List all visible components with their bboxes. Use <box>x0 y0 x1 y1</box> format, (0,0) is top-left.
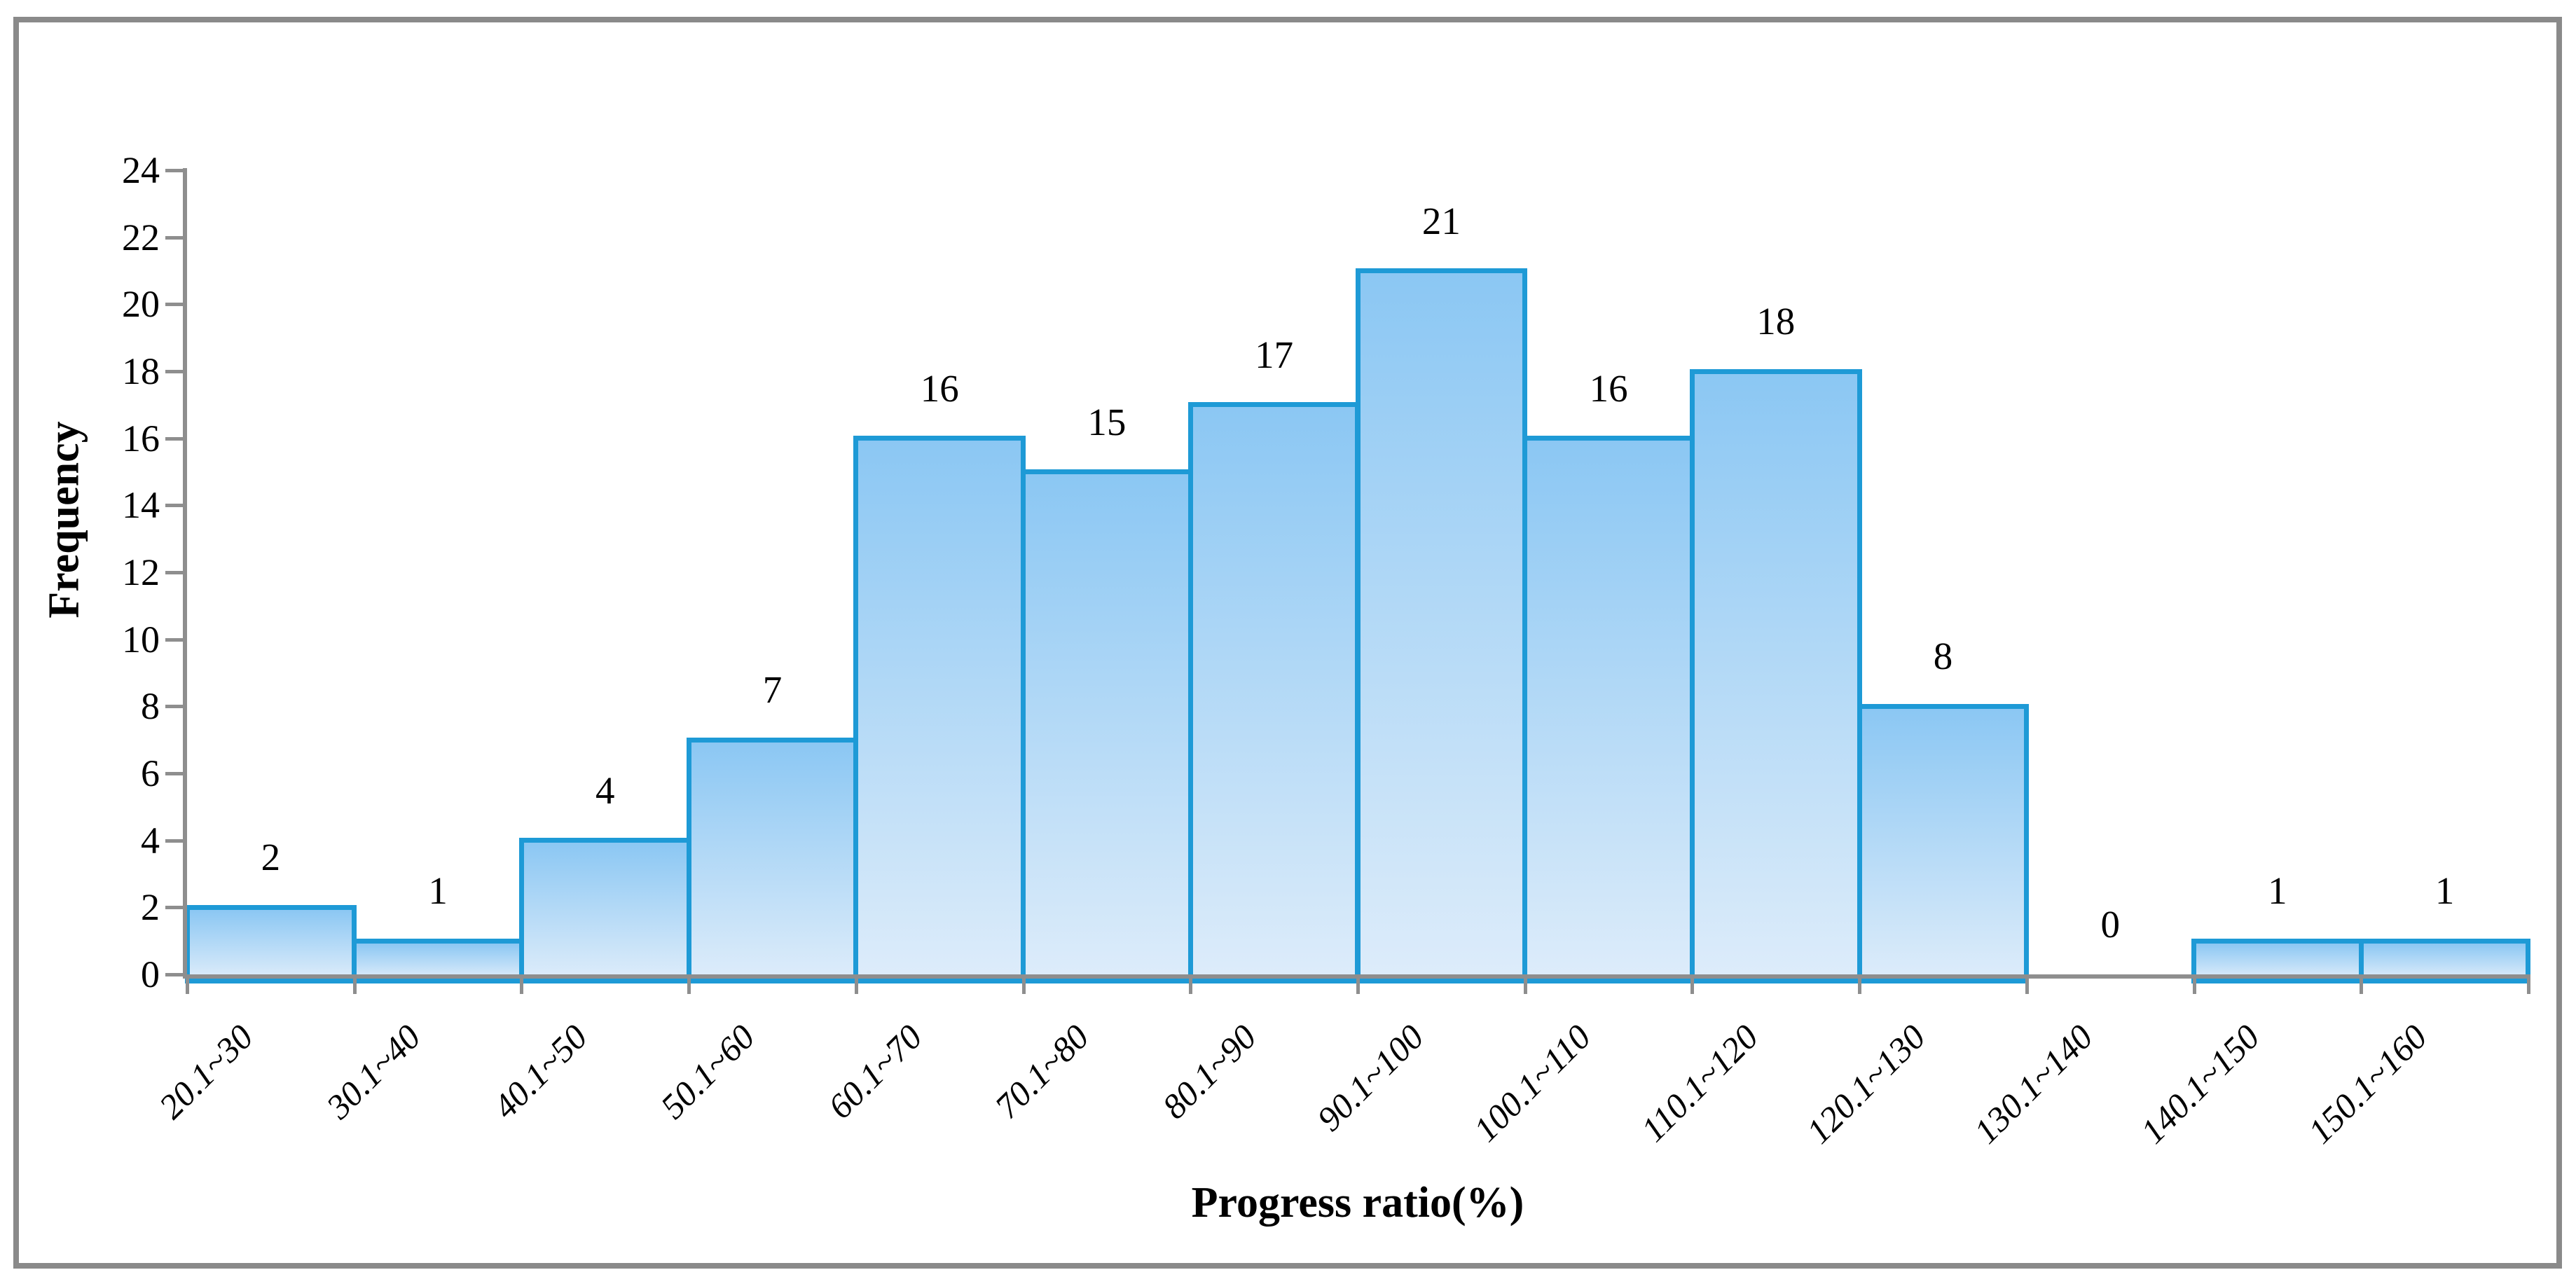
bar-data-label: 4 <box>595 768 615 812</box>
bar <box>686 737 859 983</box>
figure-border <box>13 17 2562 1269</box>
bar <box>1522 436 1695 983</box>
bar-data-label: 21 <box>1421 199 1461 242</box>
x-tick <box>1021 974 1026 994</box>
y-tick-label: 4 <box>141 819 160 862</box>
bar <box>1689 368 1862 983</box>
y-tick <box>165 303 183 307</box>
x-tick <box>1189 974 1193 994</box>
bar <box>1021 469 1193 983</box>
y-tick-label: 6 <box>141 752 160 794</box>
y-tick <box>165 370 183 373</box>
x-tick <box>2025 974 2029 994</box>
x-tick <box>854 974 858 994</box>
x-axis-line <box>183 974 2528 979</box>
y-tick-label: 20 <box>122 283 160 326</box>
bar-data-label: 1 <box>2268 869 2287 913</box>
bar-data-label: 16 <box>1589 366 1628 410</box>
y-tick-label: 16 <box>122 417 160 460</box>
y-tick <box>165 637 183 642</box>
bar-data-label: 17 <box>1255 333 1294 376</box>
y-tick-label: 18 <box>122 350 160 392</box>
y-tick-label: 12 <box>122 551 160 593</box>
y-tick <box>165 235 183 240</box>
bar <box>1187 402 1361 983</box>
y-tick <box>165 436 183 441</box>
bar-data-label: 8 <box>1933 635 1953 678</box>
x-tick <box>1858 974 1862 994</box>
y-tick-label: 24 <box>122 149 160 191</box>
x-axis-title: Progress ratio(%) <box>1191 1179 1524 1227</box>
y-tick-label: 22 <box>122 216 160 258</box>
y-tick-label: 2 <box>141 886 160 929</box>
y-tick <box>165 705 183 709</box>
y-tick <box>165 772 183 775</box>
y-tick <box>165 504 183 508</box>
x-tick <box>2527 974 2530 994</box>
bar <box>853 436 1026 983</box>
bar-data-label: 18 <box>1756 300 1796 343</box>
bar <box>184 904 357 983</box>
x-tick <box>687 974 691 994</box>
y-axis-title: Frequency <box>40 421 88 619</box>
y-tick <box>165 838 183 843</box>
x-tick <box>1356 974 1360 994</box>
y-tick <box>165 906 183 910</box>
x-tick <box>520 974 524 994</box>
y-tick <box>165 169 183 172</box>
y-tick <box>165 571 183 574</box>
bar-data-label: 0 <box>2100 903 2120 946</box>
y-tick-label: 14 <box>122 484 160 527</box>
bar-data-label: 7 <box>762 668 783 712</box>
bar-data-label: 15 <box>1087 400 1127 443</box>
y-axis-line <box>183 168 187 979</box>
bar-data-label: 2 <box>261 836 281 879</box>
bar <box>518 838 691 983</box>
bar <box>1355 268 1528 983</box>
y-tick-label: 10 <box>122 618 160 661</box>
bar-data-label: 1 <box>428 869 448 913</box>
y-tick <box>165 973 183 976</box>
bar-data-label: 1 <box>2434 869 2455 913</box>
bar <box>1857 703 2030 983</box>
x-tick <box>2360 974 2364 994</box>
y-tick-label: 8 <box>141 685 160 728</box>
x-tick <box>2192 974 2196 994</box>
x-tick <box>1523 974 1527 994</box>
bar-data-label: 16 <box>920 366 959 410</box>
x-tick <box>186 974 189 994</box>
x-tick <box>1690 974 1695 994</box>
x-tick <box>352 974 357 994</box>
y-tick-label: 0 <box>141 953 160 995</box>
